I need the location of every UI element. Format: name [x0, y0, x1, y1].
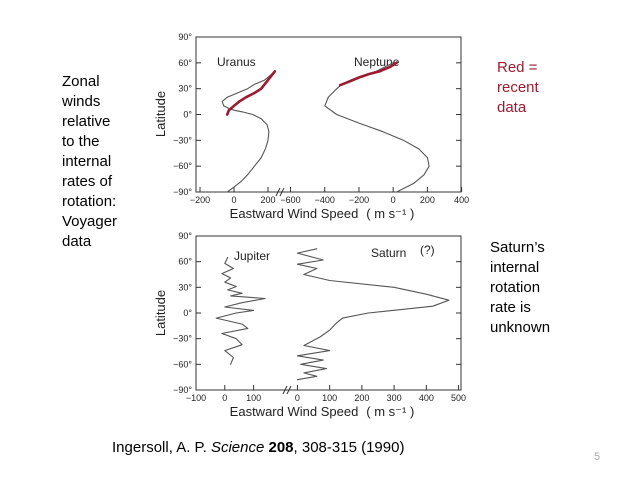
x-tick-label: 500 — [451, 393, 466, 403]
x-tick-label: −200 — [190, 195, 210, 205]
x-tick-label: 400 — [419, 393, 434, 403]
x-tick-label: −400 — [315, 195, 335, 205]
citation-pages: , 308-315 (1990) — [293, 439, 405, 456]
series-label-neptune: Neptune — [354, 55, 400, 69]
x-axis-title-text: Eastward Wind Speed — [230, 206, 359, 221]
y-tick-label: 60° — [178, 58, 192, 68]
x-tick-label: 200 — [354, 393, 369, 403]
page-number: 5 — [594, 451, 601, 463]
x-axis-title-text: Eastward Wind Speed — [230, 404, 359, 419]
x-tick-label: 300 — [387, 393, 402, 403]
recent-data-line-neptune — [338, 61, 398, 87]
y-tick-label: 90° — [178, 231, 192, 241]
series-line-uranus — [221, 70, 276, 193]
series-label-jupiter: Jupiter — [234, 249, 270, 263]
x-tick-label: 400 — [454, 195, 469, 205]
citation-volume: 208 — [268, 439, 294, 456]
x-tick-label: 200 — [260, 195, 275, 205]
axis-break-mark — [282, 385, 288, 395]
x-axis-unit: ( m s⁻¹ ) — [366, 404, 414, 419]
citation: Ingersoll, A. P. Science 208, 308-315 (1… — [112, 439, 404, 456]
x-tick-label: 0 — [231, 195, 236, 205]
axis-break-mark — [279, 187, 285, 197]
y-tick-label: 60° — [178, 257, 192, 267]
recent-data-line-uranus — [225, 70, 277, 116]
x-tick-label: 0 — [295, 393, 300, 403]
series-line-jupiter — [215, 256, 266, 365]
left-caption: Zonal winds relative to the internal rat… — [62, 73, 118, 250]
y-tick-label: −90° — [173, 385, 192, 395]
x-tick-label: 0 — [391, 195, 396, 205]
y-tick-label: 0° — [183, 308, 192, 318]
citation-authors: Ingersoll, A. P. — [112, 439, 211, 456]
x-tick-label: −600 — [280, 195, 300, 205]
axis-break-mark — [275, 187, 281, 197]
y-tick-label: 30° — [178, 84, 192, 94]
x-axis-title: Eastward Wind Speed ( m s⁻¹ ) — [230, 206, 415, 221]
x-axis-title: Eastward Wind Speed ( m s⁻¹ ) — [230, 404, 415, 419]
y-tick-label: −30° — [173, 135, 192, 145]
x-tick-label: 100 — [322, 393, 337, 403]
series-line-saturn — [296, 248, 450, 381]
x-tick-label: −200 — [349, 195, 369, 205]
x-tick-label: −100 — [186, 393, 206, 403]
x-tick-label: 100 — [246, 393, 261, 403]
y-tick-label: 90° — [178, 32, 192, 42]
x-axis-unit: ( m s⁻¹ ) — [366, 206, 414, 221]
y-axis-title: Latitude — [153, 290, 168, 336]
y-tick-label: −90° — [173, 187, 192, 197]
saturn-note: Saturn’s internal rotation rate is unkno… — [490, 239, 551, 336]
y-tick-label: −60° — [173, 161, 192, 171]
y-tick-label: 30° — [178, 282, 192, 292]
series-line-neptune — [324, 62, 430, 193]
series-label-saturn: Saturn — [371, 246, 406, 260]
question-annotation: (?) — [420, 243, 435, 257]
x-tick-label: 0 — [222, 393, 227, 403]
recent-data-note: Red = recent data — [497, 59, 539, 116]
series-label-uranus: Uranus — [217, 55, 256, 69]
x-tick-label: 200 — [420, 195, 435, 205]
y-tick-label: 0° — [183, 110, 192, 120]
y-tick-label: −30° — [173, 334, 192, 344]
citation-journal: Science — [210, 439, 265, 456]
y-axis-title: Latitude — [153, 91, 168, 137]
axis-break-mark — [286, 385, 292, 395]
y-tick-label: −60° — [173, 359, 192, 369]
